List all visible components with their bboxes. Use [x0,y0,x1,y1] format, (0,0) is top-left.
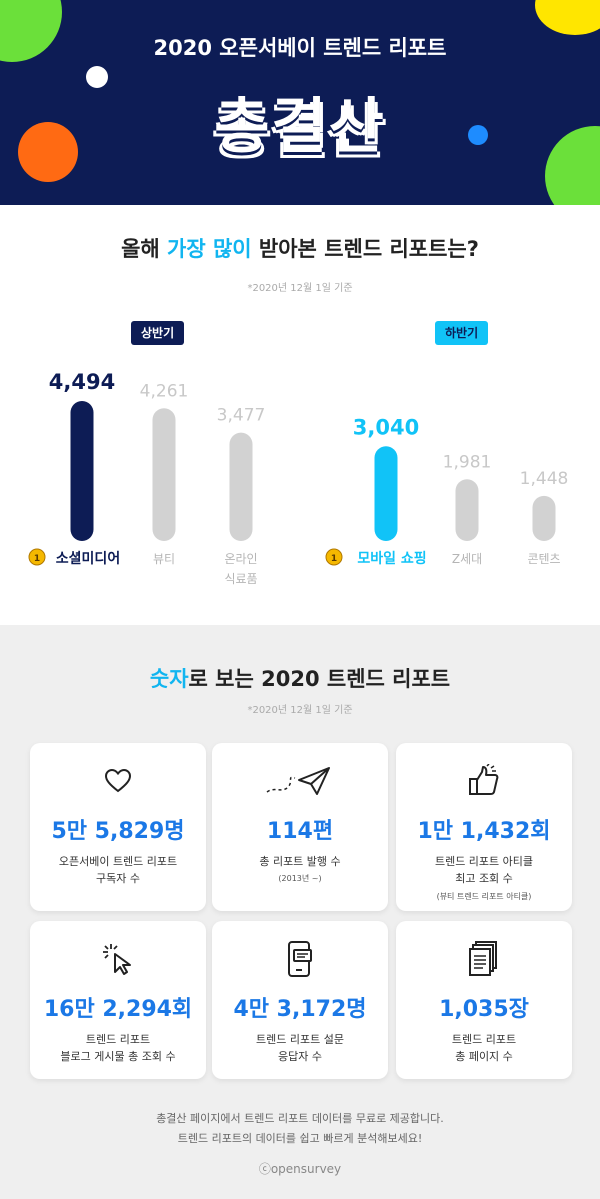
bar-category-label: 온라인 [224,552,257,566]
bar-1-0 [374,446,398,541]
opensurvey-logo: ⓒopensurvey [258,1162,342,1176]
section1-note: *2020년 12월 1일 기준 [247,283,353,294]
most-read-section: 올해 가장 많이 받아본 트렌드 리포트는? *2020년 12월 1일 기준 … [0,205,600,625]
stat-number: 1만 1,432회 [417,819,551,844]
bar-category-label: 콘텐츠 [527,552,560,566]
bar-1-1 [455,479,479,541]
stat-card-reports: 114편 총 리포트 발행 수 (2013년 ~) [212,743,388,911]
medal-rank: 1 [34,554,40,564]
stat-label-line1: 오픈서베이 트렌드 리포트 [58,855,178,868]
bar-value-label: 3,477 [217,406,266,426]
decor-circle-blue [468,125,488,145]
stat-number: 5만 5,829명 [51,819,185,844]
stat-label: 총 리포트 발행 수 [259,855,341,868]
medal-rank: 1 [331,554,337,564]
bar-category-label: 식료품 [224,572,257,586]
stat-label-line1: 트렌드 리포트 [85,1033,151,1046]
cursor-click-icon [30,939,206,979]
heart-icon [30,761,206,801]
stat-note: (뷰티 트렌드 리포트 아티클) [436,892,532,901]
bar-category-label: 뷰티 [153,552,175,566]
mobile-chat-icon [212,939,388,979]
section1-title-highlight: 가장 많이 [167,237,252,261]
section1-title-suffix: 받아본 트렌드 리포트는? [251,237,479,261]
header-banner: 2020 오픈서베이 트렌드 리포트 총결산 [0,0,600,205]
thumbs-up-icon [396,761,572,801]
header-subtitle: 2020 오픈서베이 트렌드 리포트 [153,36,447,60]
decor-circle-yellow [535,0,600,35]
bar-0-2 [229,432,253,541]
numbers-section: 숫자로 보는 2020 트렌드 리포트 *2020년 12월 1일 기준 5만 … [0,625,600,1199]
stat-label-line2: 구독자 수 [96,872,140,885]
bar-category-label: 모바일 쇼핑 [357,550,426,567]
section2-title: 숫자로 보는 2020 트렌드 리포트 [0,663,600,693]
bar-value-label: 4,261 [140,381,189,401]
footer-text-2: 트렌드 리포트의 데이터를 쉽고 빠르게 분석해보세요! [177,1132,423,1145]
badge-first-half: 상반기 [131,321,185,345]
stat-number: 4만 3,172명 [233,997,367,1022]
bar-value-label: 3,040 [353,415,419,439]
medal-icon [325,548,343,566]
bar-0-1 [152,408,176,541]
stat-label-line2: 총 페이지 수 [455,1050,513,1063]
bar-value-label: 4,494 [49,370,115,394]
bar-0-0 [70,401,94,541]
medal-icon [28,548,46,566]
stat-note: (2013년 ~) [278,874,322,883]
section1-title: 올해 가장 많이 받아본 트렌드 리포트는? [0,233,600,263]
badge-second-half: 하반기 [435,321,489,345]
stat-label-line1: 트렌드 리포트 [451,1033,517,1046]
bar-category-label: 소셜미디어 [56,550,120,567]
section2-note: *2020년 12월 1일 기준 [247,705,353,716]
section2-title-suffix: 로 보는 2020 트렌드 리포트 [188,667,451,691]
bar-value-label: 1,981 [443,452,492,472]
section1-title-prefix: 올해 [121,237,168,261]
header-title: 총결산 [214,92,386,162]
footer-text-1: 총결산 페이지에서 트렌드 리포트 데이터를 무료로 제공합니다. [156,1112,444,1125]
bar-category-label: Z세대 [452,552,482,566]
stat-number: 1,035장 [439,997,529,1022]
stat-label-line1: 트렌드 리포트 설문 [256,1033,344,1046]
bar-1-2 [532,495,556,541]
bar-value-label: 1,448 [520,469,569,489]
decor-circle-white [86,66,108,88]
stat-label-line2: 응답자 수 [278,1050,322,1063]
stat-label-line2: 최고 조회 수 [455,872,513,885]
paper-plane-icon [212,761,388,801]
decor-circle-orange [18,122,78,182]
section2-title-highlight: 숫자 [149,667,189,691]
document-stack-icon [396,939,572,979]
stat-number: 114편 [266,819,334,844]
stat-label-line1: 트렌드 리포트 아티클 [434,855,534,868]
stat-label-line2: 블로그 게시물 총 조회 수 [60,1050,176,1063]
stat-number: 16만 2,294회 [43,997,193,1022]
